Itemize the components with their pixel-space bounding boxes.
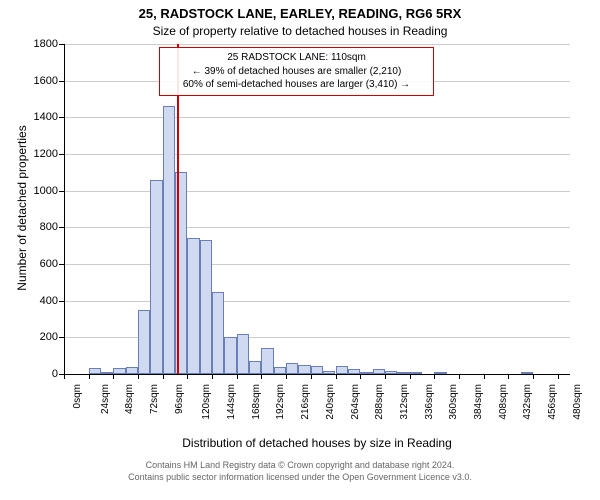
histogram-bar (212, 292, 224, 375)
xtick-label: 24sqm (100, 384, 111, 414)
xtick-mark (434, 374, 435, 379)
xtick-label: 336sqm (423, 384, 434, 420)
gridline (64, 227, 570, 228)
xtick-mark (410, 374, 411, 379)
xtick-mark (163, 374, 164, 379)
xtick-mark (212, 374, 213, 379)
histogram-bar (126, 367, 138, 374)
histogram-bar (150, 180, 162, 374)
gridline (64, 117, 570, 118)
xtick-label: 312sqm (399, 384, 410, 420)
xtick-label: 240sqm (325, 384, 336, 420)
xtick-label: 96sqm (174, 384, 185, 414)
gridline (64, 154, 570, 155)
histogram-bar (163, 106, 175, 374)
histogram-bar (224, 337, 236, 374)
gridline (64, 191, 570, 192)
xtick-label: 48sqm (124, 384, 135, 414)
xtick-mark (261, 374, 262, 379)
xtick-label: 480sqm (571, 384, 582, 420)
gridline (64, 301, 570, 302)
xtick-label: 456sqm (547, 384, 558, 420)
annotation-line-1: 25 RADSTOCK LANE: 110sqm (166, 51, 427, 65)
annotation-line-3: 60% of semi-detached houses are larger (… (166, 78, 427, 92)
xtick-mark (138, 374, 139, 379)
y-axis-line (64, 44, 65, 374)
y-axis-label: Number of detached properties (15, 43, 29, 373)
ytick-label: 600 (24, 258, 58, 270)
histogram-bar (336, 366, 348, 374)
footer-line-1: Contains HM Land Registry data © Crown c… (0, 460, 600, 472)
xtick-label: 432sqm (522, 384, 533, 420)
xtick-label: 216sqm (300, 384, 311, 420)
xtick-mark (237, 374, 238, 379)
xtick-label: 192sqm (275, 384, 286, 420)
gridline (64, 44, 570, 45)
xtick-mark (558, 374, 559, 379)
histogram-bar (298, 365, 310, 374)
xtick-mark (113, 374, 114, 379)
xtick-mark (533, 374, 534, 379)
xtick-mark (484, 374, 485, 379)
ytick-label: 1600 (24, 75, 58, 87)
xtick-label: 120sqm (201, 384, 212, 420)
xtick-mark (459, 374, 460, 379)
xtick-mark (187, 374, 188, 379)
histogram-chart: 0 200 400 600 800 1000 1200 1400 1600 1800 0sqm 24s… (0, 0, 600, 500)
footer-line-2: Contains public sector information licen… (0, 472, 600, 484)
xtick-mark (311, 374, 312, 379)
histogram-bar (187, 238, 199, 374)
xtick-mark (286, 374, 287, 379)
ytick-label: 0 (24, 368, 58, 380)
x-axis-label: Distribution of detached houses by size … (64, 436, 570, 450)
histogram-bar (138, 310, 150, 374)
xtick-label: 0sqm (72, 384, 83, 408)
histogram-bar (274, 367, 286, 374)
histogram-bar (286, 363, 298, 374)
xtick-label: 72sqm (149, 384, 160, 414)
xtick-label: 144sqm (226, 384, 237, 420)
xtick-label: 408sqm (497, 384, 508, 420)
xtick-mark (508, 374, 509, 379)
xtick-mark (64, 374, 65, 379)
ytick-label: 1200 (24, 148, 58, 160)
xtick-mark (385, 374, 386, 379)
xtick-label: 288sqm (374, 384, 385, 420)
annotation-box: 25 RADSTOCK LANE: 110sqm← 39% of detache… (159, 47, 434, 96)
xtick-label: 264sqm (349, 384, 360, 420)
xtick-label: 360sqm (448, 384, 459, 420)
ytick-label: 400 (24, 295, 58, 307)
histogram-bar (249, 361, 261, 374)
histogram-bar (311, 366, 323, 374)
histogram-bar (261, 348, 273, 374)
xtick-mark (89, 374, 90, 379)
ytick-label: 1400 (24, 111, 58, 123)
gridline (64, 264, 570, 265)
xtick-mark (336, 374, 337, 379)
xtick-mark (360, 374, 361, 379)
xtick-label: 384sqm (473, 384, 484, 420)
xtick-label: 168sqm (251, 384, 262, 420)
histogram-bar (200, 240, 212, 374)
ytick-label: 200 (24, 331, 58, 343)
footer-credits: Contains HM Land Registry data © Crown c… (0, 460, 600, 483)
x-axis-line (64, 374, 570, 375)
histogram-bar (237, 334, 249, 374)
ytick-label: 1800 (24, 38, 58, 50)
annotation-line-2: ← 39% of detached houses are smaller (2,… (166, 65, 427, 79)
ytick-label: 800 (24, 221, 58, 233)
ytick-label: 1000 (24, 185, 58, 197)
